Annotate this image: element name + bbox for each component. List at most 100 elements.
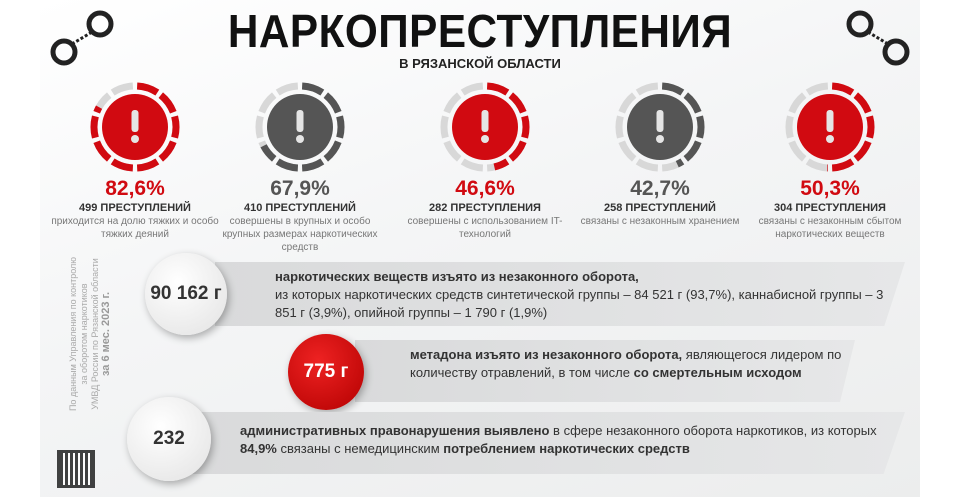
fact-bold: со смертельным исходом <box>633 365 802 380</box>
ring-segment-filled <box>158 140 177 162</box>
ring-segment-filled <box>90 115 99 139</box>
ring-segment-filled <box>683 140 702 162</box>
stat-description: связаны с незаконным сбытом наркотически… <box>758 216 902 240</box>
ring-segment <box>618 140 637 162</box>
fact-text: из которых наркотических средств синтети… <box>275 287 884 320</box>
stat-card: 50,3% 304 ПРЕСТУПЛЕНИЯ связаны с незакон… <box>745 80 915 241</box>
ring-segment-filled <box>521 115 530 139</box>
fact-bold: административных правонарушения выявлено <box>240 423 550 438</box>
ring-segment-filled <box>508 140 527 162</box>
qr-code[interactable] <box>57 450 95 488</box>
exclamation-icon <box>481 110 489 143</box>
stat-percent: 82,6% <box>105 177 165 200</box>
exclamation-icon <box>656 110 664 143</box>
ring-segment-filled <box>110 158 134 172</box>
stat-card: 67,9% 410 ПРЕСТУПЛЕНИЙ совершены в крупн… <box>215 80 385 254</box>
ring-segment-filled <box>661 82 685 96</box>
stat-card: 82,6% 499 ПРЕСТУПЛЕНИЙ приходится на дол… <box>50 80 220 241</box>
ring-segment-filled <box>275 158 299 172</box>
fact-value: 232 <box>153 428 185 449</box>
handcuffs-icon <box>846 10 910 66</box>
stat-count: 304 ПРЕСТУПЛЕНИЯ <box>774 202 886 214</box>
ring-segment-filled <box>301 82 325 96</box>
fact-banner-seized: наркотических веществ изъято из незаконн… <box>215 262 905 326</box>
ring-segment <box>805 82 829 96</box>
stat-percent: 50,3% <box>800 177 860 200</box>
fact-bold: 84,9% <box>240 441 277 456</box>
stat-description: совершены с использованием IT-технологий <box>407 216 563 240</box>
source-line: По данным Управления по контролю <box>68 256 78 412</box>
stat-count: 410 ПРЕСТУПЛЕНИЙ <box>244 202 356 214</box>
ring-segment <box>635 158 659 172</box>
ring-segment-filled <box>831 82 855 96</box>
ring-segment <box>443 140 462 162</box>
percent-ring <box>440 82 530 172</box>
ring-segment-filled <box>675 158 685 168</box>
stat-card: 42,7% 258 ПРЕСТУПЛЕНИЙ связаны с незакон… <box>575 80 745 228</box>
stat-description: приходится на долю тяжких и особо тяжких… <box>51 216 219 240</box>
fact-bold: потреблением наркотических средств <box>443 441 690 456</box>
ring-segment-filled <box>683 92 702 114</box>
ring-segment <box>805 158 829 172</box>
ring-segment <box>258 92 277 114</box>
exclamation-icon <box>826 110 834 143</box>
ring-segment-filled <box>493 158 510 171</box>
ring-segment <box>460 158 484 172</box>
stat-percent: 42,7% <box>630 177 690 200</box>
ring-segment-filled <box>136 82 160 96</box>
ring-segment <box>615 115 624 139</box>
ring-segment-filled <box>301 158 325 172</box>
source-line: УМВД России по Рязанской области <box>90 258 100 410</box>
ring-segment-filled <box>260 144 277 162</box>
fact-banner-methadone: метадона изъято из незаконного оборота, … <box>355 340 855 402</box>
ring-segment-filled <box>853 92 872 114</box>
ring-segment <box>440 115 449 139</box>
ring-segment <box>460 82 484 96</box>
stat-percent: 46,6% <box>455 177 515 200</box>
source-line: за оборотом наркотиков <box>79 283 89 385</box>
ring-segment-filled <box>831 158 855 172</box>
ring-segment <box>635 82 659 96</box>
ring-segment-filled <box>486 82 510 96</box>
percent-ring <box>615 82 705 172</box>
ring-segment-filled <box>323 140 342 162</box>
percent-ring <box>255 82 345 172</box>
stat-description: связаны с незаконным хранением <box>580 216 740 227</box>
ring-segment-filled <box>508 92 527 114</box>
fact-value-bubble: 775 г <box>288 334 364 410</box>
ring-segment-filled <box>93 105 103 114</box>
fact-bold: метадона изъято из незаконного оборота, <box>410 347 683 362</box>
stat-description: совершены в крупных и особо крупных разм… <box>222 216 378 253</box>
ring-segment-filled <box>171 115 180 139</box>
fact-text: связаны с немедицинским <box>276 441 444 456</box>
exclamation-icon <box>296 110 304 143</box>
fact-text: являющегося лидером по количеству отравл… <box>410 347 842 380</box>
exclamation-icon <box>131 110 139 143</box>
handcuffs-icon <box>50 10 114 66</box>
stat-count: 282 ПРЕСТУПЛЕНИЯ <box>429 202 541 214</box>
fact-bold: наркотических веществ изъято из незаконн… <box>275 269 639 284</box>
ring-segment <box>618 92 637 114</box>
ring-segment-filled <box>853 140 872 162</box>
ring-segment <box>788 140 807 162</box>
ring-segment <box>785 115 794 139</box>
ring-segment <box>788 92 807 114</box>
fact-banner-offenses: административных правонарушения выявлено… <box>190 412 905 474</box>
ring-segment-filled <box>93 140 112 162</box>
page-title: НАРКОПРЕСТУПЛЕНИЯ <box>227 5 733 57</box>
ring-segment <box>443 92 462 114</box>
source-period: за 6 мес. 2023 г. <box>100 291 112 377</box>
stat-count: 499 ПРЕСТУПЛЕНИЙ <box>79 202 191 214</box>
ring-segment <box>110 82 134 96</box>
percent-ring <box>785 82 875 172</box>
stat-count: 258 ПРЕСТУПЛЕНИЙ <box>604 202 716 214</box>
stat-card: 46,6% 282 ПРЕСТУПЛЕНИЯ совершены с испол… <box>400 80 570 241</box>
fact-value: 90 162 г <box>150 283 222 304</box>
page-subtitle: В РЯЗАНСКОЙ ОБЛАСТИ <box>399 56 561 71</box>
fact-value-bubble: 90 162 г <box>145 253 227 335</box>
percent-ring <box>90 82 180 172</box>
ring-segment-filled <box>866 115 875 139</box>
ring-segment-filled <box>696 115 705 139</box>
source-note: По данным Управления по контролю за обор… <box>52 240 132 440</box>
ring-segment-filled <box>136 158 160 172</box>
